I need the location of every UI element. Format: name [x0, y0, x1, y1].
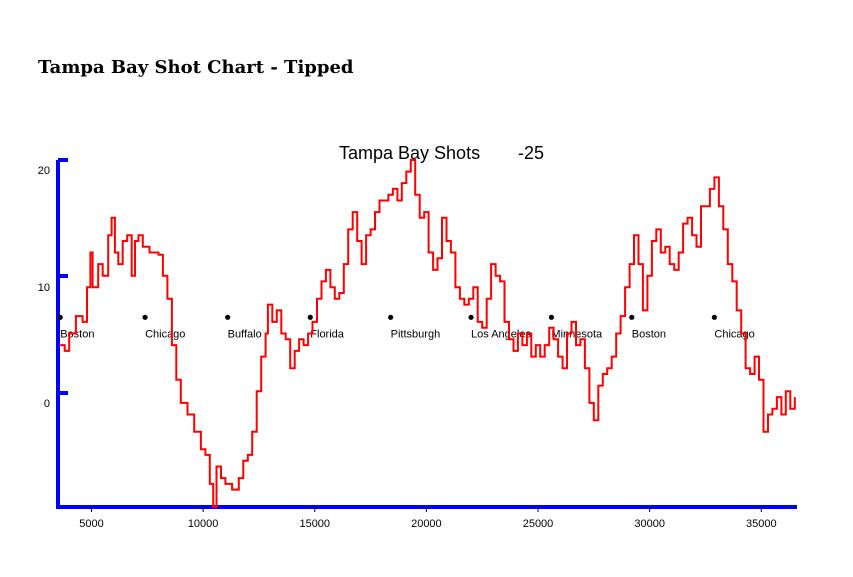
series-group	[60, 159, 796, 508]
game-marker-label: Minnesota	[551, 328, 603, 340]
game-marker	[57, 314, 63, 320]
y-tick-label: 0	[44, 398, 50, 410]
x-tick-label: 35000	[746, 518, 777, 530]
game-marker-label: Chicago	[714, 328, 754, 340]
game-marker-label: Florida	[310, 328, 345, 340]
game-marker-label: Los Angeles	[471, 328, 531, 340]
game-marker	[629, 314, 635, 320]
shots-series-line	[60, 159, 796, 508]
game-marker-label: Chicago	[145, 328, 185, 340]
game-marker-label: Pittsburgh	[391, 328, 441, 340]
y-tick-label: 20	[38, 165, 50, 177]
game-marker	[142, 314, 148, 320]
game-marker	[388, 314, 394, 320]
game-marker	[307, 314, 313, 320]
game-marker	[468, 314, 474, 320]
game-marker-label: Buffalo	[228, 328, 262, 340]
page-title: Tampa Bay Shot Chart - Tipped	[38, 57, 354, 78]
game-marker-label: Boston	[60, 328, 94, 340]
x-tick-label: 15000	[299, 518, 330, 530]
game-marker	[548, 314, 555, 320]
final-value-label: -25	[518, 143, 544, 163]
x-tick-label: 30000	[634, 518, 665, 530]
y-tick-label: 10	[38, 282, 50, 294]
game-marker	[225, 314, 231, 320]
x-tick-label: 25000	[523, 518, 554, 530]
game-marker	[711, 314, 717, 320]
game-markers: Boston Chicago Buffalo Florida Pittsburgh Los…	[57, 314, 755, 340]
x-tick-label: 20000	[411, 518, 442, 530]
x-tick-label: 10000	[188, 518, 219, 530]
game-marker-label: Boston	[632, 328, 666, 340]
chart-title: Tampa Bay Shots	[339, 143, 480, 163]
x-tick-label: 5000	[79, 518, 103, 530]
axes: 0 10 20 5000 10000 15000 20000 25000 30000 35000	[38, 158, 797, 530]
